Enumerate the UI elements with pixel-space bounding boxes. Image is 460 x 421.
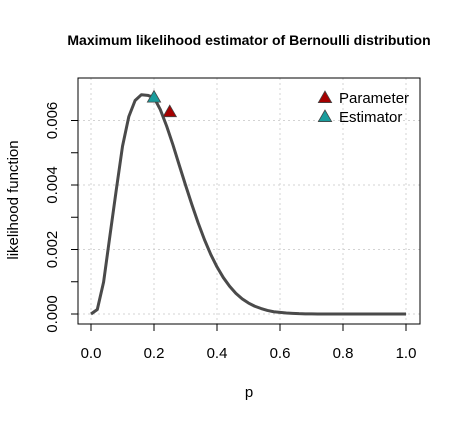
x-tick-label: 1.0 [396, 345, 417, 362]
y-axis-label: likelihood function [5, 140, 22, 259]
legend: Parameter Estimator [317, 90, 409, 126]
legend-label: Estimator [339, 109, 402, 126]
estimator-point [146, 89, 162, 103]
parameter-point [162, 104, 178, 118]
markers [146, 89, 178, 118]
x-tick-label: 0.4 [207, 345, 228, 362]
y-axis: 0.000 0.002 0.004 0.006 [44, 102, 78, 333]
plot-frame [77, 77, 421, 325]
x-axis: 0.0 0.2 0.4 0.6 0.8 1.0 [81, 324, 417, 362]
legend-label: Parameter [339, 90, 409, 107]
likelihood-curve [90, 93, 406, 316]
y-tick-label: 0.004 [44, 166, 61, 204]
grid [78, 78, 420, 324]
y-tick-label: 0.002 [44, 231, 61, 269]
legend-marker [317, 90, 333, 103]
chart-title: Maximum likelihood estimator of Bernoull… [67, 32, 430, 48]
x-tick-label: 0.2 [144, 345, 165, 362]
x-tick-label: 0.0 [81, 345, 102, 362]
y-tick-label: 0.006 [44, 102, 61, 140]
x-axis-label: p [245, 384, 253, 401]
legend-marker [317, 109, 333, 122]
y-tick-label: 0.000 [44, 295, 61, 333]
x-tick-label: 0.8 [333, 345, 354, 362]
x-tick-label: 0.6 [270, 345, 291, 362]
